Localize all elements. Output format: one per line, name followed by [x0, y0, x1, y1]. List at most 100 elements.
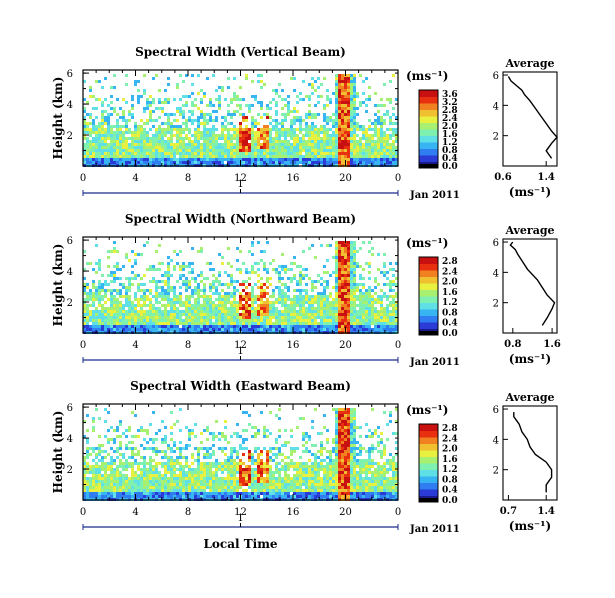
colorbar-tick-label: 0.4 [442, 319, 458, 329]
x-tick-label: 20 [339, 173, 352, 184]
average-y-tick-label: 4 [493, 101, 499, 112]
y-axis-label: Height (km) [51, 77, 65, 160]
colorbar-swatch [419, 90, 438, 97]
colorbar-swatch [419, 463, 438, 470]
y-axis-label: Height (km) [51, 244, 65, 327]
colorbar-tick-label: 1.6 [442, 455, 458, 465]
x-tick-label: 12 [234, 340, 247, 351]
date-label: Jan 2011 [409, 357, 460, 368]
date-label: Jan 2011 [409, 190, 460, 201]
colorbar-swatch [419, 103, 438, 110]
colorbar-tick-label: 1.2 [442, 465, 458, 475]
colorbar-tick-label: 0.8 [442, 146, 458, 156]
colorbar-swatch [419, 482, 438, 490]
colorbar-swatch [419, 142, 438, 149]
colorbar-swatch [419, 135, 438, 143]
colorbar-swatch [419, 302, 438, 310]
colorbar-tick-label: 0.0 [442, 329, 458, 339]
average-x-tick-label: 0.6 [494, 172, 511, 183]
colorbar-tick-label: 1.2 [442, 138, 458, 148]
average-y-tick-label: 6 [493, 238, 499, 249]
x-tick-label: 8 [185, 507, 191, 518]
x-tick-label: 20 [339, 340, 352, 351]
y-tick-label: 2 [67, 298, 73, 309]
y-tick-label: 4 [67, 434, 73, 445]
colorbar-swatch [419, 489, 438, 496]
colorbar-swatch [419, 148, 438, 156]
panel-1: Spectral Width (Northward Beam)642Height… [51, 212, 561, 368]
colorbar-tick-label: 3.2 [442, 98, 458, 108]
x-tick-label: 20 [339, 507, 352, 518]
heatmap-field [83, 74, 398, 167]
y-tick-label: 6 [67, 69, 73, 80]
panel-2: Spectral Width (Eastward Beam)642Height … [51, 379, 558, 551]
colorbar-tick-label: 1.6 [442, 288, 458, 298]
average-x-label: (ms⁻¹) [509, 352, 551, 366]
colorbar-unit: (ms⁻¹) [406, 236, 448, 250]
x-tick-label: 0 [80, 340, 86, 351]
colorbar-swatch [419, 270, 438, 277]
panel-title: Spectral Width (Vertical Beam) [135, 45, 346, 59]
colorbar-frame [418, 256, 439, 336]
average-profile-line [507, 76, 558, 159]
colorbar-frame [418, 89, 439, 169]
colorbar-tick-label: 2.8 [442, 257, 458, 267]
colorbar-tick-label: 0.0 [442, 162, 458, 172]
average-x-label: (ms⁻¹) [509, 519, 551, 533]
colorbar-tick-label: 0.4 [442, 486, 458, 496]
average-frame [502, 238, 558, 334]
heatmap-field [83, 241, 398, 334]
colorbar-swatch [419, 122, 438, 130]
average-y-tick-label: 2 [493, 299, 499, 310]
panel-title: Spectral Width (Northward Beam) [125, 212, 356, 226]
colorbar-swatch [419, 476, 438, 483]
x-tick-label: 4 [132, 340, 138, 351]
average-profile-line [509, 241, 556, 326]
average-x-tick-label: 0.8 [504, 339, 521, 350]
date-marker: 1 [237, 513, 243, 524]
colorbar-swatch [419, 498, 438, 502]
colorbar-swatch [419, 109, 438, 117]
date-marker: 1 [237, 346, 243, 357]
x-tick-label: 0 [395, 340, 401, 351]
panel-0: Spectral Width (Vertical Beam) 6 4 2Height … [51, 45, 558, 201]
average-frame [502, 71, 558, 167]
x-tick-label: 0 [395, 173, 401, 184]
colorbar-swatch [419, 155, 438, 162]
colorbar-swatch [419, 450, 438, 457]
x-tick-label: 12 [234, 173, 247, 184]
x-axis-label: Local Time [203, 537, 277, 551]
y-tick-label: 6 [67, 236, 73, 247]
panel-title: Spectral Width (Eastward Beam) [130, 379, 351, 393]
x-tick-label: 4 [132, 507, 138, 518]
average-x-tick-label: 1.4 [537, 506, 554, 517]
colorbar-swatch [419, 424, 438, 431]
colorbar-tick-label: 3.6 [442, 90, 458, 100]
colorbar-swatch [419, 437, 438, 444]
x-tick-label: 0 [80, 507, 86, 518]
y-tick-label: 6 [67, 403, 73, 414]
colorbar-swatch [419, 443, 438, 451]
average-y-tick-label: 6 [493, 405, 499, 416]
colorbar-swatch [419, 129, 438, 136]
colorbar-unit: (ms⁻¹) [406, 403, 448, 417]
y-tick-label: 4 [67, 100, 73, 111]
average-y-tick-label: 4 [493, 435, 499, 446]
average-title: Average [504, 224, 554, 237]
average-title: Average [504, 391, 554, 404]
average-x-tick-label: 1.6 [543, 339, 560, 350]
colorbar-swatch [419, 283, 438, 290]
colorbar-swatch [419, 331, 438, 335]
colorbar-swatch [419, 263, 438, 271]
y-tick-label: 2 [67, 465, 73, 476]
colorbar-tick-label: 2.0 [442, 278, 458, 288]
date-marker: 1 [237, 179, 243, 190]
y-tick-label: 2 [67, 131, 73, 142]
colorbar-swatch [419, 315, 438, 323]
y-tick-label: 4 [67, 267, 73, 278]
colorbar-swatch [419, 322, 438, 329]
colorbar-tick-label: 2.4 [442, 114, 458, 124]
average-y-tick-label: 6 [493, 71, 499, 82]
colorbar-swatch [419, 276, 438, 284]
